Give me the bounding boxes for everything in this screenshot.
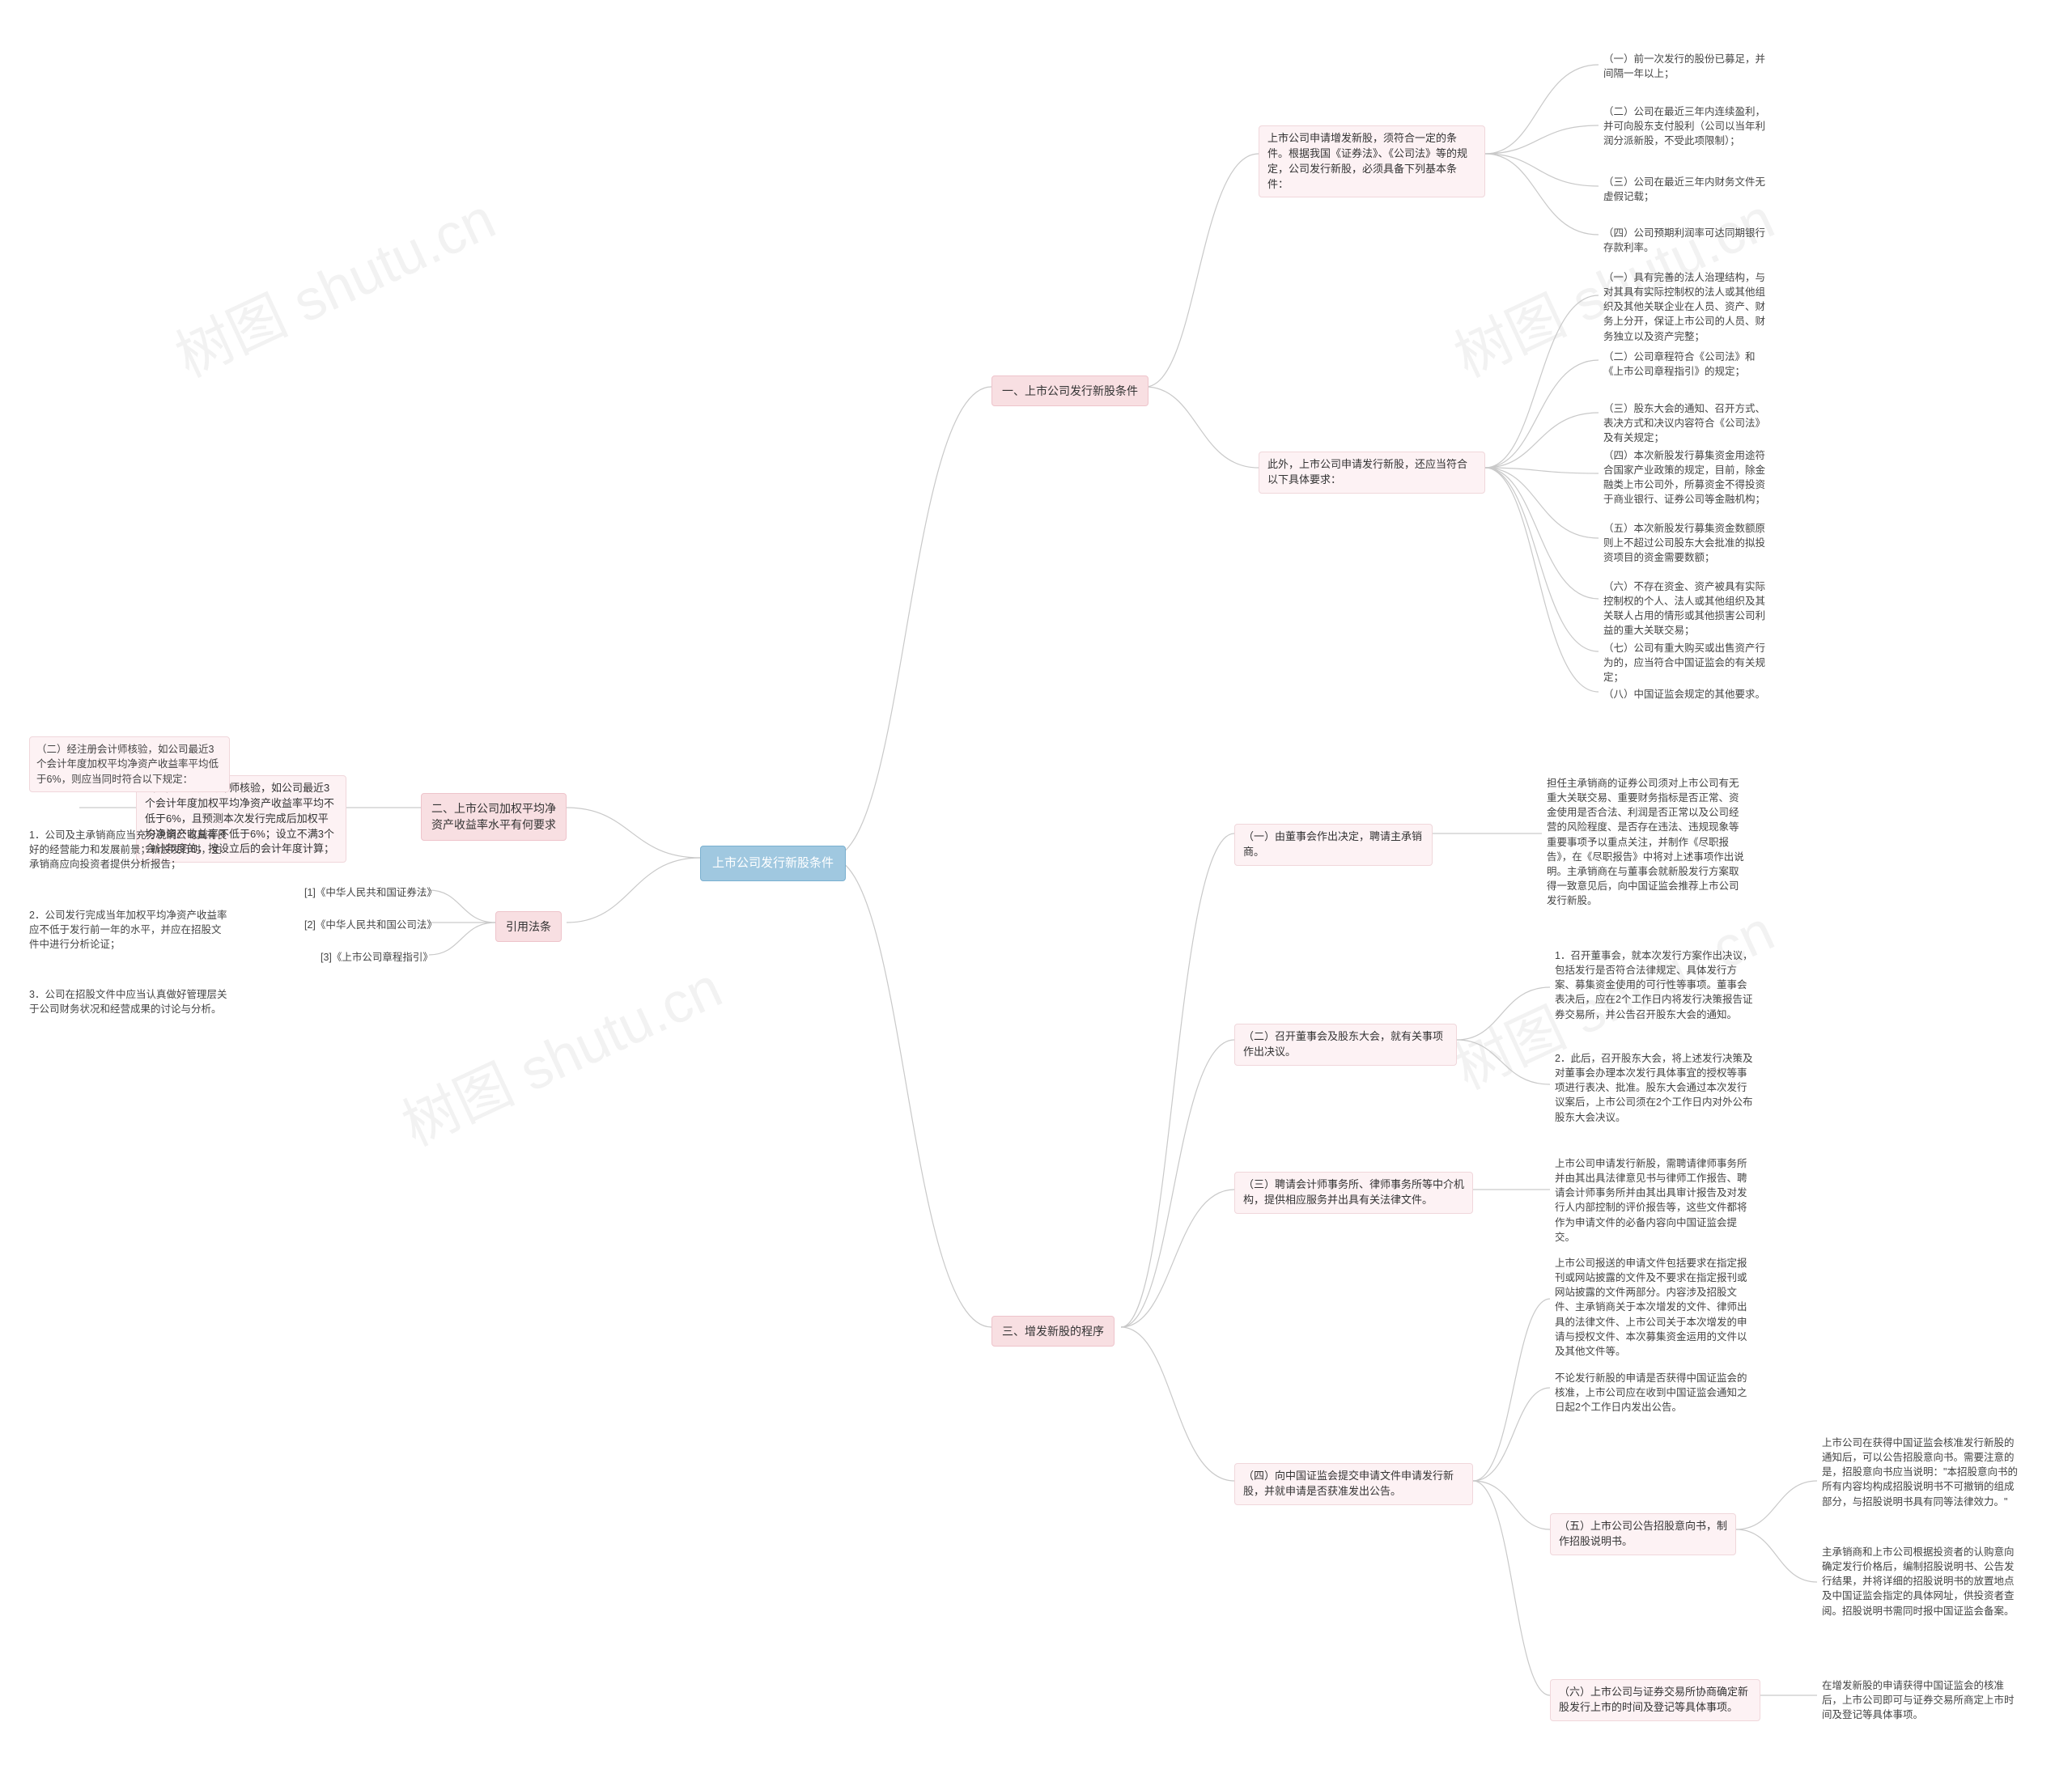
branch-r1: 一、上市公司发行新股条件: [991, 375, 1149, 406]
leaf-r1b8: （八）中国证监会规定的其他要求。: [1599, 684, 1770, 705]
leaf-r1a4: （四）公司预期利润率可达同期银行存款利率。: [1599, 223, 1777, 258]
leaf-r1b7: （七）公司有重大购买或出售资产行为的，应当符合中国证监会的有关规定；: [1599, 638, 1777, 688]
leaf-r3d4a: 在增发新股的申请获得中国证监会的核准后，上市公司即可与证券交易所商定上市时间及登…: [1817, 1675, 2027, 1725]
leaf-l3b: [2]《中华人民共和国公司法》: [299, 914, 437, 935]
node-r3b: （二）召开董事会及股东大会，就有关事项作出决议。: [1234, 1024, 1457, 1066]
node-r3d3: （五）上市公司公告招股意向书，制作招股说明书。: [1550, 1513, 1736, 1555]
leaf-r3b2: 2．此后，召开股东大会，将上述发行决策及对董事会办理本次发行具体事宜的授权等事项…: [1550, 1048, 1760, 1128]
leaf-r1a3: （三）公司在最近三年内财务文件无虚假记载；: [1599, 172, 1777, 207]
leaf-r1a1: （一）前一次发行的股份已募足，并间隔一年以上；: [1599, 49, 1777, 84]
branch-l3: 引用法条: [495, 911, 562, 942]
leaf-r1b6: （六）不存在资金、资产被具有实际控制权的个人、法人或其他组织及其关联人占用的情形…: [1599, 576, 1777, 642]
node-r3c: （三）聘请会计师事务所、律师事务所等中介机构，提供相应服务并出具有关法律文件。: [1234, 1172, 1473, 1214]
leaf-l3c: [3]《上市公司章程指引》: [316, 947, 437, 968]
leaf-l2a1b: 2．公司发行完成当年加权平均净资产收益率应不低于发行前一年的水平，并应在招股文件…: [29, 908, 230, 952]
leaf-r3b1: 1．召开董事会，就本次发行方案作出决议，包括发行是否符合法律规定、具体发行方案、…: [1550, 945, 1760, 1025]
leaf-r1b2: （二）公司章程符合《公司法》和《上市公司章程指引》的规定；: [1599, 346, 1777, 382]
node-r3d: （四）向中国证监会提交申请文件申请发行新股，并就申请是否获准发出公告。: [1234, 1463, 1473, 1505]
leaf-r3a1: 担任主承销商的证券公司须对上市公司有无重大关联交易、重要财务指标是否正常、资金使…: [1542, 773, 1752, 911]
watermark: 树图 shutu.cn: [388, 943, 733, 1162]
node-r3a: （一）由董事会作出决定，聘请主承销商。: [1234, 824, 1433, 866]
leaf-r3c1: 上市公司申请发行新股，需聘请律师事务所并由其出具法律意见书与律师工作报告、聘请会…: [1550, 1153, 1760, 1248]
leaf-r3d3b: 主承销商和上市公司根据投资者的认购意向确定发行价格后，编制招股说明书、公告发行结…: [1817, 1542, 2027, 1622]
leaf-r3d1: 上市公司报送的申请文件包括要求在指定报刊或网站披露的文件及不要求在指定报刊或网站…: [1550, 1253, 1760, 1362]
node-r3d4: （六）上市公司与证券交易所协商确定新股发行上市的时间及登记等具体事项。: [1550, 1679, 1760, 1721]
node-r1b: 此外，上市公司申请发行新股，还应当符合以下具体要求：: [1259, 452, 1485, 494]
leaf-r3d2: 不论发行新股的申请是否获得中国证监会的核准，上市公司应在收到中国证监会通知之日起…: [1550, 1368, 1760, 1418]
branch-r3: 三、增发新股的程序: [991, 1316, 1115, 1347]
leaf-l2a1a: 1．公司及主承销商应当充分说明公司具有良好的经营能力和发展前景；新股发行时，主承…: [29, 828, 230, 872]
leaf-r1a2: （二）公司在最近三年内连续盈利，并可向股东支付股利（公司以当年利润分派新股，不受…: [1599, 101, 1777, 151]
leaf-l3a: [1]《中华人民共和国证券法》: [299, 882, 437, 903]
leaf-r1b3: （三）股东大会的通知、召开方式、表决方式和决议内容符合《公司法》及有关规定；: [1599, 398, 1777, 448]
watermark: 树图 shutu.cn: [161, 174, 507, 393]
leaf-r1b4: （四）本次新股发行募集资金用途符合国家产业政策的规定，目前，除金融类上市公司外，…: [1599, 445, 1777, 511]
leaf-l2a1c: 3．公司在招股文件中应当认真做好管理层关于公司财务状况和经营成果的讨论与分析。: [29, 987, 230, 1016]
node-l2a1-block: （二）经注册会计师核验，如公司最近3个会计年度加权平均净资产收益率平均低于6%，…: [24, 704, 235, 1035]
root-node: 上市公司发行新股条件: [700, 846, 846, 881]
node-r1a: 上市公司申请增发新股，须符合一定的条件。根据我国《证券法》、《公司法》等的规定，…: [1259, 125, 1485, 197]
leaf-r1b1: （一）具有完善的法人治理结构，与对其具有实际控制权的法人或其他组织及其他关联企业…: [1599, 267, 1777, 347]
leaf-r1b5: （五）本次新股发行募集资金数额原则上不超过公司股东大会批准的拟投资项目的资金需要…: [1599, 518, 1777, 568]
node-l2a1: （二）经注册会计师核验，如公司最近3个会计年度加权平均净资产收益率平均低于6%，…: [29, 736, 230, 791]
branch-l2: 二、上市公司加权平均净资产收益率水平有何要求: [421, 793, 567, 841]
leaf-r3d3a: 上市公司在获得中国证监会核准发行新股的通知后，可以公告招股意向书。需要注意的是，…: [1817, 1432, 2027, 1512]
